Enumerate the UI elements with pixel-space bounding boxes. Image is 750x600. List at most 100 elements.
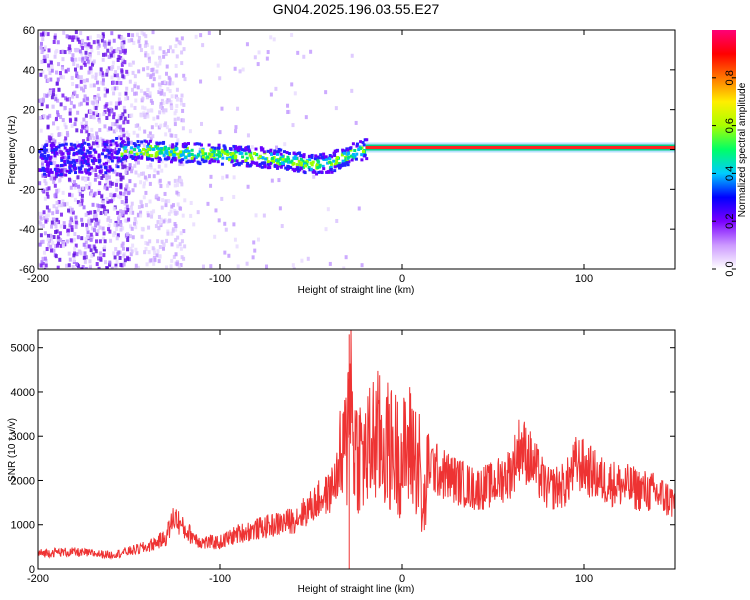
spectral-cell [78, 57, 82, 62]
ridge-cell [173, 156, 177, 160]
spectral-cell [103, 245, 107, 250]
spectral-cell [169, 264, 173, 269]
flat-band-core [365, 146, 675, 150]
spectral-cell [220, 106, 224, 111]
ridge-cell [87, 163, 91, 167]
ridge-cell [49, 155, 53, 159]
snr-plot-area [38, 330, 675, 569]
spectral-cell [146, 210, 150, 215]
ridge-cell [222, 144, 226, 148]
ridge-cell [275, 166, 279, 170]
spectral-cell [246, 133, 250, 138]
ridge-cell [187, 150, 191, 154]
spectral-cell [97, 96, 101, 101]
spectral-cell [96, 33, 100, 38]
spectral-cell [206, 201, 210, 206]
spectral-cell [152, 209, 156, 214]
spectral-cell [97, 266, 101, 269]
spectral-cell [357, 206, 361, 211]
ridge-cell [210, 146, 214, 150]
spectral-cell [122, 262, 126, 267]
spectral-cell [61, 57, 65, 62]
spectral-cell [173, 221, 177, 226]
spectral-cell [125, 166, 129, 171]
spectral-cell [81, 46, 85, 51]
spectral-cell [123, 160, 127, 165]
spectral-cell [165, 125, 169, 130]
ridge-cell [160, 146, 164, 150]
spectral-cell [146, 108, 150, 113]
spectral-cell [124, 96, 128, 101]
spectral-cell [148, 131, 152, 136]
spectral-cell [45, 104, 49, 109]
ridge-cell [220, 148, 224, 152]
spectral-cell [158, 244, 162, 249]
spectral-cell [45, 53, 49, 58]
spectral-cell [159, 102, 163, 107]
spectral-cell [171, 228, 175, 233]
ridge-cell [319, 153, 323, 157]
y-tick-label: 5000 [11, 343, 35, 355]
x-tick-label: 100 [575, 573, 593, 585]
ridge-cell [55, 171, 59, 175]
ridge-cell [86, 162, 90, 166]
spectral-cell [89, 248, 93, 253]
spectral-cell [123, 258, 127, 263]
spectral-cell [90, 48, 94, 53]
spectral-cell [120, 134, 124, 139]
spectral-cell [87, 70, 91, 75]
spectral-cell [55, 243, 59, 248]
spectral-cell [44, 263, 48, 268]
spectral-cell [77, 155, 81, 160]
spectral-cell [58, 146, 62, 151]
ridge-cell [136, 140, 140, 144]
ridge-cell [99, 165, 103, 169]
spectral-cell [130, 169, 134, 174]
snr-line [38, 330, 675, 560]
spectral-cell [201, 43, 205, 48]
spectral-cell [100, 71, 104, 76]
spectral-cell [112, 53, 116, 58]
spectral-cell [181, 118, 185, 123]
ridge-cell [44, 167, 48, 171]
spectral-cell [120, 161, 124, 166]
ridge-cell [104, 161, 108, 165]
ridge-cell [110, 168, 114, 172]
spectral-cell [164, 203, 168, 208]
spectral-cell [168, 77, 172, 82]
spectral-cell [144, 246, 148, 251]
spectral-cell [56, 110, 60, 115]
spectral-cell [82, 117, 86, 122]
spectral-cell [49, 236, 53, 241]
spectral-cell [43, 178, 47, 183]
spectral-cell [150, 100, 154, 105]
spectral-cell [152, 116, 156, 121]
spectral-cell [196, 210, 200, 215]
spectral-cell [232, 222, 236, 227]
spectral-cell [111, 86, 115, 91]
spectral-cell [128, 234, 132, 239]
ridge-cell [302, 165, 306, 169]
ridge-cell [124, 149, 128, 153]
ridge-cell [77, 151, 81, 155]
ridge-cell [261, 147, 265, 151]
spectral-cell [89, 237, 93, 242]
spectral-cell [167, 199, 171, 204]
y-tick-label: 60 [23, 25, 35, 37]
ridge-cell [315, 172, 319, 176]
ridge-cell [53, 152, 57, 156]
ridge-cell [76, 144, 80, 148]
ridge-cell [175, 142, 179, 146]
spectral-cell [93, 209, 97, 214]
spectral-cell [63, 50, 67, 55]
ridge-cell [251, 161, 255, 165]
spectral-cell [111, 60, 115, 65]
spectral-cell [98, 71, 102, 76]
spectral-cell [165, 265, 169, 269]
spectral-cell [55, 217, 59, 222]
spectral-cell [83, 168, 87, 173]
ridge-cell [103, 142, 107, 146]
spectral-cell [44, 74, 48, 79]
y-tick-label: 0 [29, 145, 35, 157]
ridge-cell [296, 169, 300, 173]
